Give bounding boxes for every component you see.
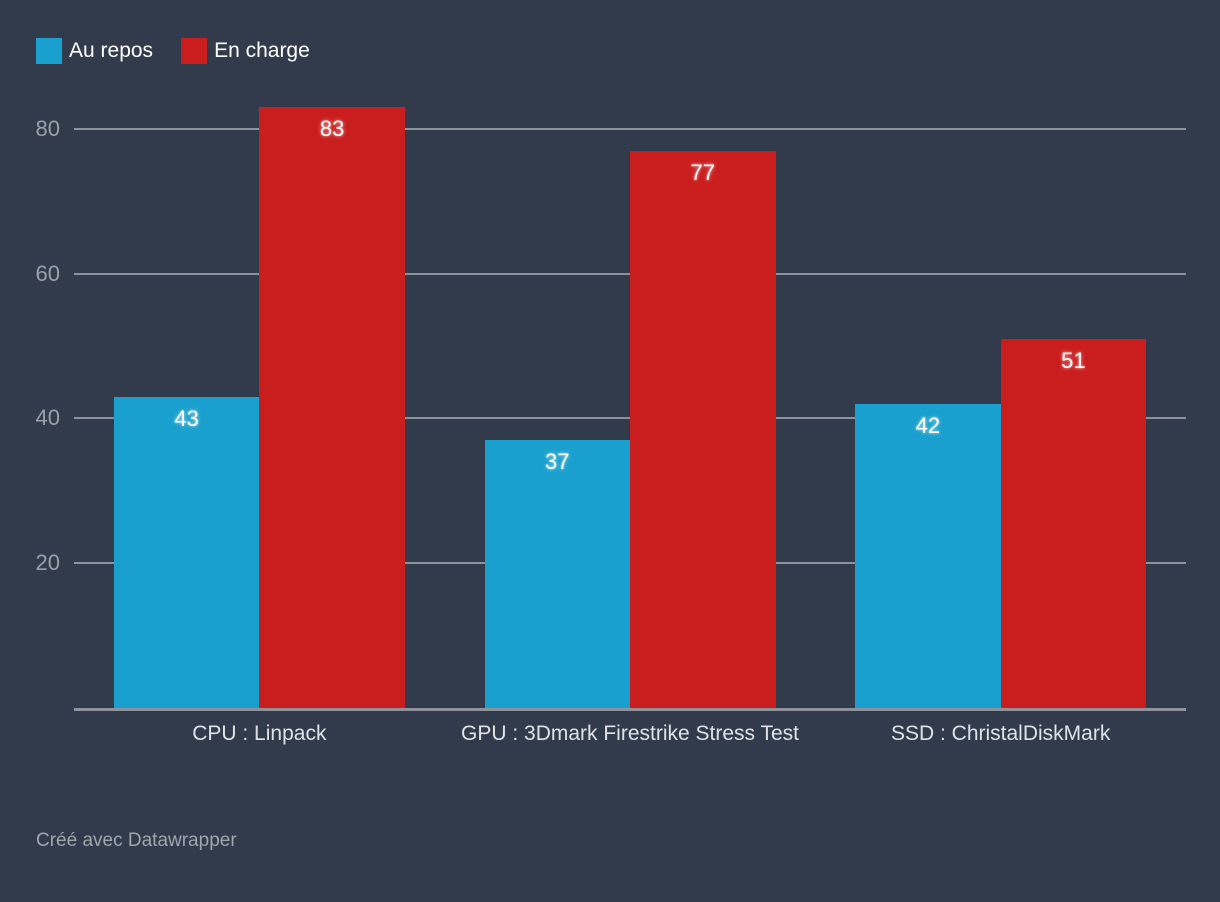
legend-label-au-repos: Au repos [69, 39, 154, 62]
bar-value-label: 42 [915, 412, 941, 438]
x-label-cell-2: SSD : ChristalDiskMark [815, 719, 1186, 748]
bar-value-label: 51 [1061, 347, 1086, 373]
y-tick-label-20: 20 [35, 550, 60, 576]
bar-value-label: 83 [319, 116, 345, 142]
x-category-label: GPU : 3Dmark Firestrike Stress Test [461, 722, 800, 745]
bar-au-repos-1: 37 [484, 440, 630, 708]
plot-area: 20 40 60 80 43 83 37 77 42 51 CPU : Linpack GPU :… [36, 96, 1186, 745]
legend-swatch-blue [36, 38, 62, 64]
bar-en-charge-1: 77 [630, 150, 776, 708]
legend-item-en-charge: En charge [181, 38, 310, 64]
bar-value-label: 77 [690, 159, 715, 185]
x-label-cell-0: CPU : Linpack [74, 719, 445, 748]
bar-group-0: 43 83 [74, 107, 445, 708]
x-category-label: CPU : Linpack [192, 722, 327, 745]
legend-item-au-repos: Au repos [36, 38, 153, 64]
bar-group-1: 37 77 [445, 150, 816, 708]
bar-au-repos-0: 43 [113, 396, 260, 708]
gridline-80: 80 [36, 116, 1186, 141]
x-axis-baseline [74, 708, 1186, 711]
x-category-label: SSD : ChristalDiskMark [890, 722, 1111, 745]
bar-au-repos-2: 42 [855, 403, 1001, 708]
legend-swatch-red [181, 38, 208, 64]
bar-en-charge-0: 83 [259, 107, 405, 708]
y-tick-label-60: 60 [35, 260, 60, 286]
bar-value-label: 43 [174, 405, 199, 431]
bars-layer: 43 83 37 77 42 51 [74, 96, 1186, 708]
x-axis-labels: CPU : Linpack GPU : 3Dmark Firestrike Str… [74, 719, 1186, 748]
y-tick-label-40: 40 [35, 405, 60, 431]
bar-value-label: 37 [545, 449, 570, 475]
bar-group-2: 42 51 [815, 338, 1186, 708]
legend-label-en-charge: En charge [214, 39, 310, 62]
bar-en-charge-2: 51 [1000, 338, 1147, 708]
credit-line: Créé avec Datawrapper [36, 830, 237, 851]
x-label-cell-1: GPU : 3Dmark Firestrike Stress Test [445, 719, 816, 748]
y-tick-label-80: 80 [35, 115, 60, 141]
legend: Au repos En charge [36, 38, 310, 64]
